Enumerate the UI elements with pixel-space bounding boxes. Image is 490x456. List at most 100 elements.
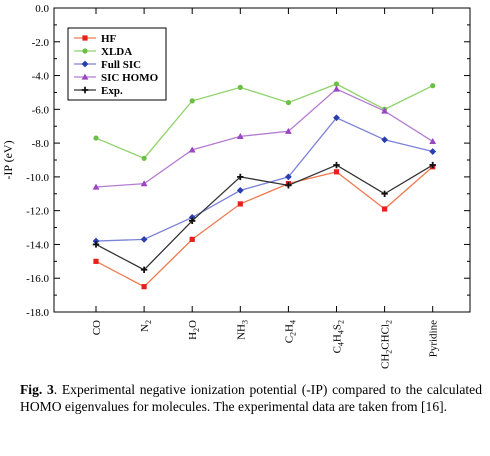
x-tick-label: N2 [139, 320, 153, 332]
y-tick-label: -4.0 [32, 71, 50, 83]
data-point [333, 114, 340, 122]
data-point [237, 201, 243, 207]
x-tick-label-part: CH [380, 354, 392, 369]
y-tick-label: -6.0 [32, 104, 50, 116]
data-point [141, 155, 147, 161]
y-tick-label: -14.0 [26, 239, 49, 251]
legend-entry: Exp. [101, 85, 123, 97]
x-tick-label-subscript: 2 [144, 320, 153, 324]
series-xlda [93, 81, 436, 161]
x-tick-label-subscript: 2 [385, 350, 394, 354]
data-point [429, 138, 437, 145]
data-point [92, 183, 100, 190]
y-tick-label: -16.0 [26, 273, 49, 285]
y-tick-label: -12.0 [26, 206, 49, 218]
x-tick-label: CH2CHCl2 [380, 320, 394, 369]
data-point [140, 235, 148, 243]
data-point [140, 180, 148, 187]
data-point [430, 83, 436, 89]
x-tick-label-part: C [283, 336, 295, 343]
data-point [141, 284, 147, 290]
series-line [95, 166, 434, 288]
x-tick-label: C2H4 [283, 320, 297, 343]
x-tick-label-part: C [332, 346, 344, 353]
y-tick-label: -18.0 [26, 307, 49, 319]
x-tick-label-part: Pyridine [428, 320, 440, 357]
x-tick-label-subscript: 4 [337, 342, 346, 346]
x-tick-label-part: H [283, 324, 295, 332]
x-tick-label-part: S [332, 324, 344, 330]
x-tick-label-part: H [332, 334, 344, 342]
x-tick-label-part: CHCl [380, 324, 392, 350]
y-tick-label: -2.0 [32, 37, 50, 49]
series-line [95, 116, 433, 242]
x-tick-label: H2O [187, 320, 201, 340]
x-tick-label-part: CO [91, 320, 103, 335]
x-tick-label-part: O [187, 320, 199, 328]
legend-marker [81, 86, 89, 94]
x-tick-label-subscript: 2 [192, 328, 201, 332]
series-full-sic [92, 114, 437, 245]
caption-text: . Experimental negative ionization poten… [20, 382, 482, 414]
legend-entry: Full SIC [101, 59, 141, 71]
data-point [189, 98, 195, 104]
legend-marker [82, 48, 88, 54]
figure-caption: Fig. 3. Experimental negative ionization… [20, 382, 482, 415]
data-point [381, 190, 388, 197]
data-point [285, 127, 292, 134]
legend-entry: HF [101, 33, 117, 45]
x-tick-label-subscript: 2 [385, 320, 394, 324]
data-point [429, 148, 437, 155]
legend-marker [81, 73, 89, 80]
data-point [285, 173, 292, 181]
series-line [95, 88, 434, 188]
y-axis-label: -IP (eV) [1, 140, 15, 179]
legend-marker [81, 60, 89, 68]
data-point [140, 266, 148, 273]
data-point [188, 146, 196, 153]
plot-area: 0.0 -2.0 -4.0 -6.0 -8.0 -10.0 -12.0 -14.0 -16.0 -… [1, 3, 471, 369]
data-point [429, 161, 436, 169]
x-tick-label-part: NH [235, 324, 247, 340]
series-line [95, 83, 433, 160]
x-tick-label: C4H4S2 [332, 320, 346, 353]
data-point [333, 81, 340, 87]
x-tick-label: CO [91, 320, 103, 335]
data-point [188, 214, 196, 221]
data-point [189, 217, 196, 224]
x-tick-label-subscript: 4 [337, 330, 346, 334]
legend-entry: SIC HOMO [101, 72, 159, 84]
legend-marker [82, 35, 88, 41]
data-point [333, 85, 340, 92]
data-point [93, 135, 99, 141]
data-point [93, 258, 99, 264]
x-tick-label-part: H [187, 332, 199, 340]
x-tick-label: NH3 [235, 320, 249, 340]
legend-entry: XLDA [101, 46, 132, 58]
data-point [237, 173, 244, 181]
series-exp [92, 161, 436, 273]
data-point [382, 206, 388, 212]
caption-label: Fig. 3 [20, 382, 54, 397]
data-point [189, 236, 195, 242]
x-tick-label-subscript: 2 [337, 320, 346, 324]
data-point [236, 132, 244, 139]
data-point [92, 241, 100, 248]
x-tick-label-subscript: 2 [288, 332, 297, 336]
data-point [285, 99, 291, 106]
series-sic-homo [92, 85, 437, 190]
ionization-potential-chart: 0.0 -2.0 -4.0 -6.0 -8.0 -10.0 -12.0 -14.0 -16.0 -… [1, 3, 471, 369]
x-tick-label-subscript: 4 [288, 320, 297, 324]
data-point [285, 182, 292, 189]
data-point [381, 136, 388, 144]
x-tick-label: Pyridine [428, 320, 440, 357]
x-tick-label-part: N [139, 324, 151, 332]
y-tick-label: -8.0 [32, 138, 50, 150]
data-point [236, 187, 244, 194]
data-point [333, 169, 340, 175]
series-line [95, 164, 434, 271]
data-point [333, 161, 340, 169]
data-point [237, 84, 243, 90]
y-tick-label: 0.0 [35, 3, 49, 15]
